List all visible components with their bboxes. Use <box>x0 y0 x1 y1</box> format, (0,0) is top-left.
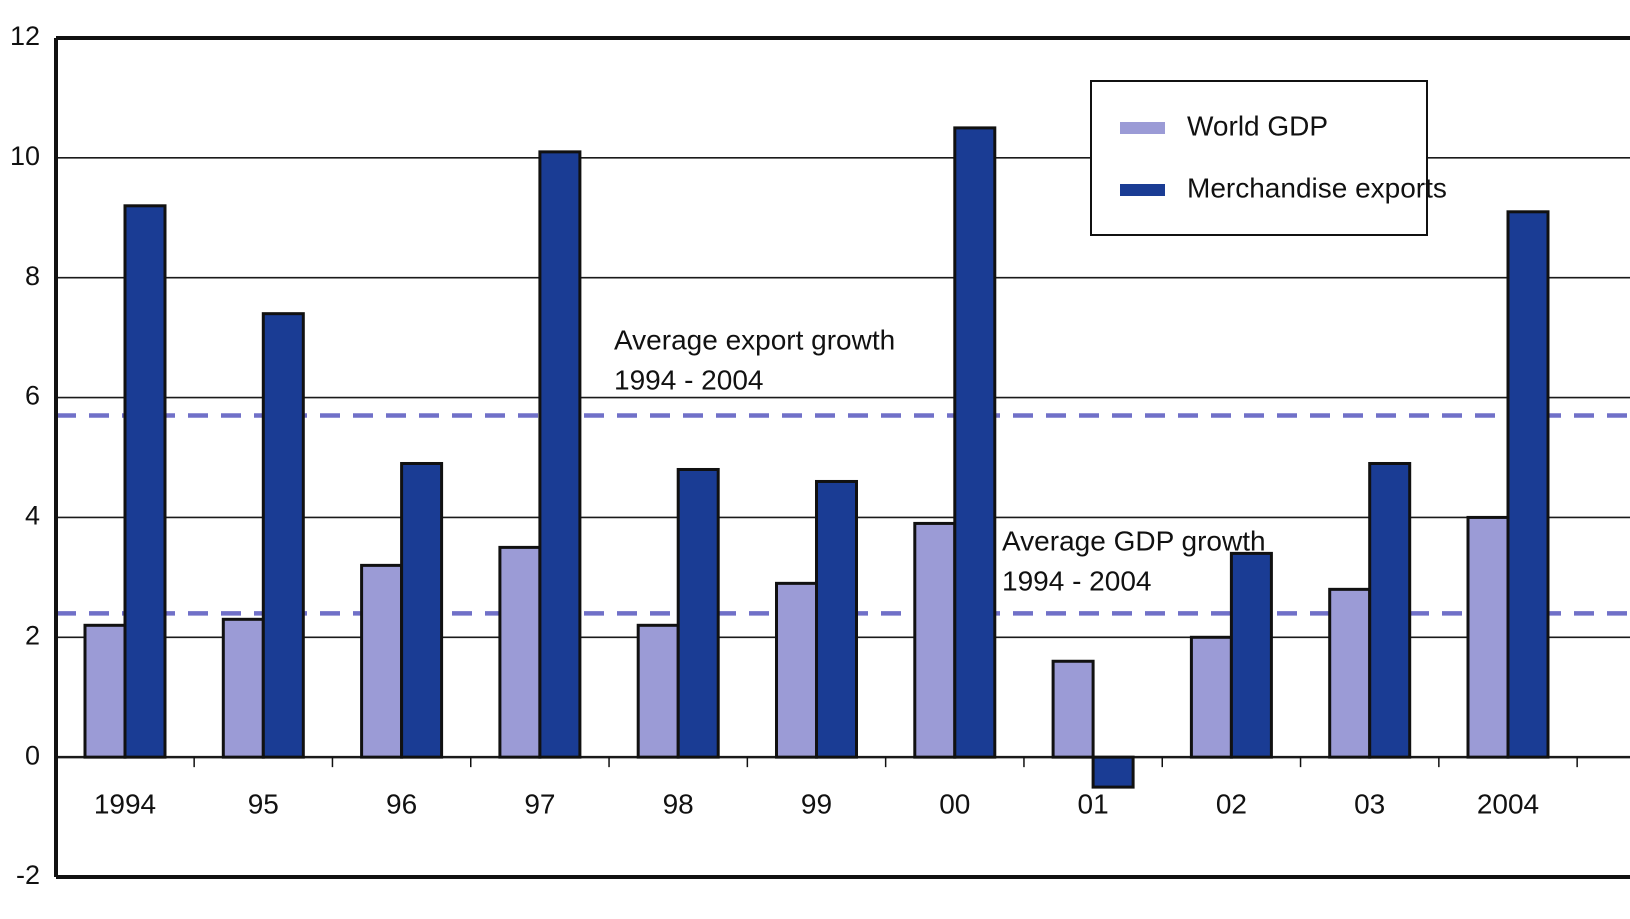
y-tick-label: 4 <box>25 501 40 531</box>
x-tick-label: 00 <box>939 788 970 819</box>
axes: 12 10 8 6 4 2 0 -2 1994 95 96 97 98 99 00 01 02 03 2004 <box>10 21 1630 890</box>
legend-label: World GDP <box>1187 110 1328 141</box>
legend-swatch <box>1120 184 1165 196</box>
bar-world-gdp <box>1189 635 1233 759</box>
bar-world-gdp <box>498 545 542 759</box>
x-tick-label: 99 <box>801 788 832 819</box>
legend: World GDP Merchandise exports <box>1090 80 1447 236</box>
x-tick-label: 95 <box>248 788 279 819</box>
legend-box <box>1090 80 1428 236</box>
y-tick-label: 12 <box>10 21 40 51</box>
bar-merchandise-exports <box>676 467 720 759</box>
bar-merchandise-exports <box>953 126 997 759</box>
legend-swatch <box>1120 122 1165 134</box>
bar-merchandise-exports <box>815 479 858 759</box>
y-tick-label: 8 <box>25 261 40 291</box>
reference-line-label: Average export growth <box>614 324 895 355</box>
x-tick-label: 02 <box>1216 788 1247 819</box>
bar-world-gdp <box>1466 515 1510 759</box>
bar-world-gdp <box>1051 659 1095 759</box>
x-tick-label: 2004 <box>1477 788 1539 819</box>
bar-world-gdp <box>913 521 957 759</box>
y-tick-label: 10 <box>10 141 40 171</box>
bar-world-gdp <box>1328 587 1372 759</box>
y-tick-label: 6 <box>25 381 40 411</box>
bar-merchandise-exports <box>1229 551 1273 759</box>
reference-line-label: Average GDP growth <box>1002 525 1266 556</box>
bar-merchandise-exports <box>400 461 444 759</box>
bars <box>83 126 1550 789</box>
reference-line-sublabel: 1994 - 2004 <box>1002 565 1151 596</box>
bar-merchandise-exports <box>1506 210 1550 759</box>
x-tick-label: 98 <box>663 788 694 819</box>
bar-merchandise-exports <box>123 204 167 759</box>
x-tick-label: 97 <box>524 788 555 819</box>
y-tick-label: 0 <box>25 740 40 770</box>
y-tick-label: -2 <box>16 860 40 890</box>
reference-line-sublabel: 1994 - 2004 <box>614 364 763 395</box>
bar-merchandise-exports <box>261 312 305 759</box>
bar-world-gdp <box>83 623 127 759</box>
bar-world-gdp <box>636 623 680 759</box>
y-tick-label: 2 <box>25 620 40 650</box>
bar-world-gdp <box>221 617 265 759</box>
bar-merchandise-exports <box>538 150 582 759</box>
bar-world-gdp <box>360 563 404 759</box>
bar-merchandise-exports <box>1091 755 1135 789</box>
x-tick-label: 96 <box>386 788 417 819</box>
legend-label: Merchandise exports <box>1187 172 1447 203</box>
bar-merchandise-exports <box>1368 461 1412 759</box>
x-tick-label: 03 <box>1354 788 1385 819</box>
x-tick-label: 01 <box>1078 788 1109 819</box>
reference-lines: Average export growth 1994 - 2004 Average … <box>56 324 1630 616</box>
x-tick-label: 1994 <box>94 788 156 819</box>
bar-world-gdp <box>775 581 818 759</box>
